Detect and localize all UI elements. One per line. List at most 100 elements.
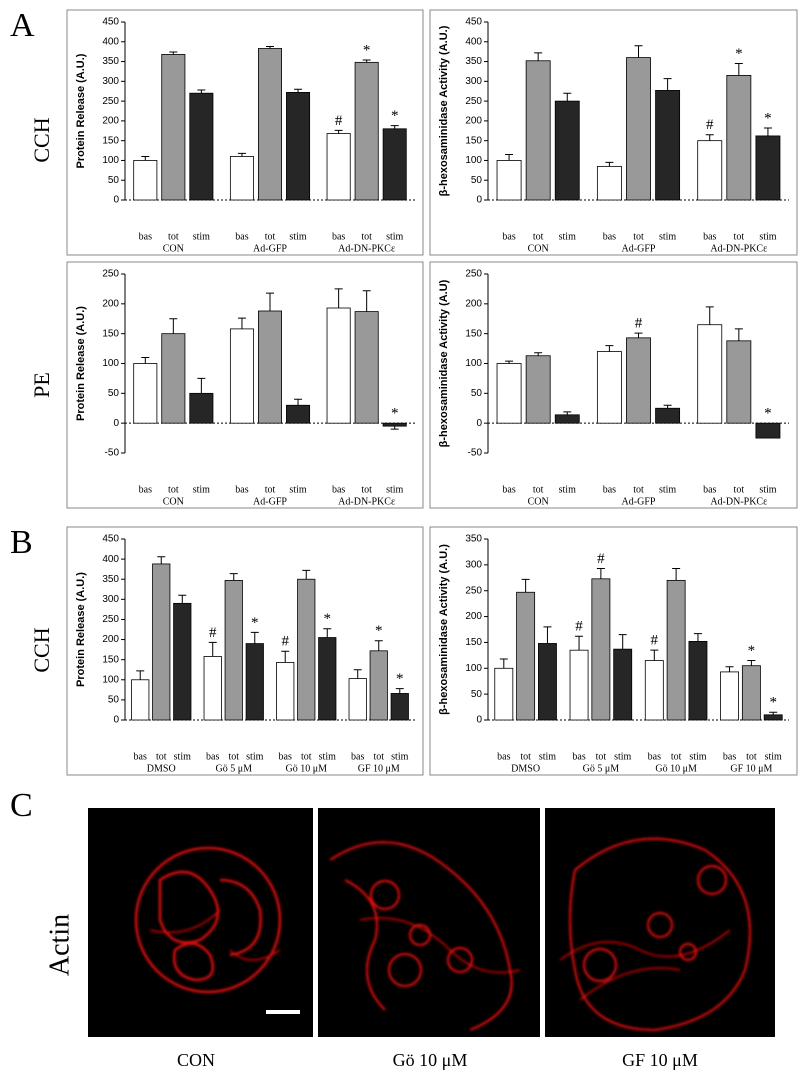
micrograph — [318, 808, 540, 1037]
series-label: stim — [559, 231, 576, 242]
bar — [666, 579, 686, 721]
bar — [763, 714, 783, 721]
bar — [152, 563, 171, 721]
series-label: bas — [502, 484, 515, 495]
y-tick-label: 250 — [465, 585, 482, 596]
bar — [755, 135, 781, 201]
bar — [286, 92, 311, 201]
bar — [644, 660, 664, 721]
error-bar — [169, 51, 178, 55]
category-label: Ad-GFP — [622, 243, 656, 254]
bar — [224, 580, 243, 721]
row-label: PE — [29, 372, 54, 398]
error-bar — [618, 634, 627, 650]
significance-mark: * — [764, 110, 772, 126]
series-label: stim — [319, 751, 336, 762]
category-label: Ad-DN-PKCε — [338, 496, 395, 507]
series-label: tot — [596, 751, 607, 762]
bar — [525, 60, 551, 201]
series-label: bas — [134, 751, 147, 762]
y-tick-label: 0 — [113, 715, 119, 726]
error-bar — [705, 134, 714, 141]
row-label: CCH — [29, 627, 54, 672]
bar — [390, 693, 409, 721]
significance-mark: # — [597, 551, 605, 567]
error-bar — [334, 288, 343, 309]
series-label: tot — [746, 751, 757, 762]
y-tick-label: 200 — [102, 116, 119, 127]
category-label: Ad-DN-PKCε — [338, 243, 395, 254]
bar — [655, 90, 681, 201]
error-bar — [563, 92, 572, 102]
bar — [318, 637, 337, 721]
error-bar — [763, 127, 772, 136]
significance-mark: * — [363, 42, 371, 58]
series-label: stim — [759, 484, 776, 495]
significance-mark: # — [575, 619, 583, 635]
significance-mark: * — [769, 695, 777, 711]
series-label: tot — [301, 751, 312, 762]
y-tick-label: 200 — [102, 298, 119, 309]
y-axis-label: β-hexosaminidase Activity (A.U.) — [438, 25, 450, 196]
series-label: bas — [723, 751, 736, 762]
y-tick-label: 50 — [108, 175, 120, 186]
bar — [726, 340, 752, 424]
bar — [726, 75, 752, 201]
image-caption: Gö 10 μM — [393, 1050, 468, 1070]
bar — [697, 324, 723, 424]
error-bar — [543, 626, 552, 644]
significance-mark: * — [324, 611, 332, 627]
y-tick-label: -50 — [468, 448, 483, 459]
chart-frame — [66, 9, 424, 256]
significance-mark: * — [735, 46, 743, 62]
series-label: bas — [703, 484, 716, 495]
significance-mark: * — [748, 643, 756, 659]
bar — [133, 160, 158, 201]
error-bar — [596, 567, 605, 579]
series-label: stim — [391, 751, 408, 762]
y-tick-label: 50 — [108, 695, 120, 706]
y-tick-label: 150 — [465, 328, 482, 339]
chart-frame — [429, 9, 798, 256]
error-bar — [141, 155, 150, 161]
bar — [326, 307, 351, 424]
series-label: tot — [265, 484, 276, 495]
panel-letter: B — [10, 524, 33, 561]
significance-mark: # — [281, 634, 289, 650]
category-label: CON — [163, 496, 184, 507]
y-tick-label: 0 — [113, 195, 119, 206]
significance-mark: # — [209, 625, 217, 641]
bar — [161, 333, 186, 424]
y-axis-label: β-hexosaminidase Activity (A.U) — [438, 279, 450, 447]
series-label: tot — [734, 484, 745, 495]
bar — [189, 392, 214, 424]
panel-letter: C — [10, 787, 33, 824]
bar — [596, 165, 622, 201]
category-label: Ad-GFP — [253, 243, 287, 254]
series-label: stim — [289, 231, 306, 242]
series-label: stim — [659, 231, 676, 242]
y-tick-label: 250 — [102, 269, 119, 280]
bar — [229, 156, 254, 201]
error-bar — [634, 45, 643, 58]
bar — [741, 665, 761, 721]
y-tick-label: 450 — [465, 17, 482, 28]
bar — [697, 140, 723, 201]
series-label: tot — [533, 231, 544, 242]
category-label: Gö 5 μM — [216, 763, 253, 774]
y-axis-label: Protein Release (A.U.) — [75, 572, 87, 687]
error-bar — [663, 404, 672, 409]
image-caption: CON — [177, 1050, 215, 1070]
error-bar — [237, 152, 246, 157]
category-label: Gö 10 μM — [286, 763, 328, 774]
error-bar — [390, 426, 399, 430]
y-tick-label: 400 — [102, 554, 119, 565]
bar — [297, 578, 316, 721]
category-label: DMSO — [147, 763, 176, 774]
error-bar — [136, 670, 145, 680]
y-tick-label: 100 — [465, 358, 482, 369]
y-tick-label: 100 — [102, 155, 119, 166]
series-label: tot — [156, 751, 167, 762]
bar — [655, 407, 681, 424]
